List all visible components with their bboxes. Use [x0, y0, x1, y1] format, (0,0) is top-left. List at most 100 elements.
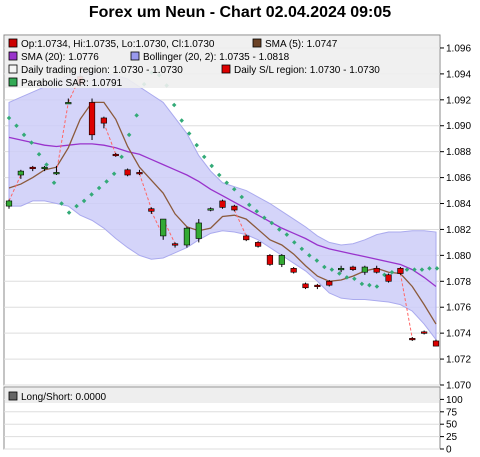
sar-dot	[277, 227, 282, 232]
legend-label: SMA (5): 1.0747	[265, 39, 338, 50]
sar-dot	[51, 180, 57, 186]
candle-body	[5, 200, 13, 207]
legend-label: Bollinger (20, 2): 1.0735 - 1.0818	[143, 52, 290, 63]
gap-connector	[162, 218, 176, 244]
legend-swatch	[8, 64, 18, 74]
y-tick-label: 1.088	[446, 147, 471, 158]
candle-body	[171, 243, 179, 246]
y-tick-label: 1.082	[446, 225, 471, 236]
candle-body	[183, 227, 191, 246]
sar-dot	[404, 267, 410, 272]
sar-dot	[29, 140, 34, 145]
sar-dot	[329, 267, 335, 272]
sar-dot	[314, 258, 320, 263]
sar-dot	[74, 203, 79, 209]
candle-body	[231, 205, 238, 211]
sub-y-tick-label: 25	[446, 432, 458, 443]
sar-dot	[44, 162, 49, 167]
sar-dot	[96, 185, 102, 191]
candle-body	[88, 102, 96, 136]
candle-body	[41, 166, 48, 170]
legend-swatch	[130, 51, 140, 61]
sub-y-tick-label: 0	[446, 445, 452, 456]
legend-label: Daily S/L region: 1.0730 - 1.0730	[234, 65, 380, 76]
sar-dot	[352, 276, 357, 281]
legend-label: Parabolic SAR: 1.0791	[21, 78, 123, 89]
candle-body	[326, 280, 333, 286]
y-tick-label: 1.072	[446, 355, 471, 366]
candle-body	[219, 200, 226, 208]
y-tick-label: 1.084	[446, 199, 471, 210]
gap-connector	[55, 102, 69, 173]
legend-swatch	[8, 38, 18, 48]
candle-body	[254, 242, 262, 247]
y-tick-label: 1.078	[446, 277, 471, 288]
sar-dot	[344, 275, 350, 280]
gap-connector	[138, 173, 152, 209]
sub-y-tick-label: 75	[446, 407, 458, 418]
sar-dot	[389, 269, 395, 275]
sar-dot	[111, 171, 117, 176]
candle-body	[266, 255, 274, 265]
candle-body	[243, 235, 250, 241]
legend: Op:1.0734, Hi:1.0735, Lo:1.0730, Cl:1.07…	[5, 36, 439, 89]
y-tick-label: 1.074	[446, 329, 471, 340]
candle-body	[29, 166, 36, 170]
legend-swatch	[252, 38, 262, 48]
candle-body	[53, 172, 60, 175]
sub-y-tick-label: 100	[446, 395, 463, 406]
candle-body	[409, 338, 416, 341]
sar-dot	[307, 253, 312, 258]
gap-connector	[399, 273, 413, 339]
candle-body	[112, 153, 119, 157]
sar-dot	[262, 215, 267, 221]
sar-dot	[292, 240, 297, 245]
sub-y-tick-label: 50	[446, 420, 458, 431]
sar-dot	[412, 267, 417, 272]
legend-background	[5, 36, 439, 88]
sar-dot	[179, 118, 184, 123]
sar-dot	[126, 132, 132, 138]
y-tick-label: 1.076	[446, 303, 471, 314]
candle-body	[278, 255, 285, 265]
sar-dot	[419, 267, 425, 272]
candle-body	[195, 222, 202, 239]
legend-swatch	[8, 51, 18, 61]
sar-dot	[119, 154, 124, 160]
candle-body	[136, 172, 143, 175]
legend-swatch	[8, 77, 18, 87]
candle-body	[17, 170, 24, 176]
sar-dot	[36, 151, 42, 157]
y-tick-label: 1.080	[446, 251, 471, 262]
sar-dot	[427, 266, 432, 271]
legend-swatch	[221, 64, 231, 74]
candle-body	[314, 284, 321, 287]
candle-body	[124, 169, 131, 176]
candle-body	[290, 268, 297, 273]
y-tick-label: 1.070	[446, 381, 471, 392]
y-tick-label: 1.092	[446, 95, 471, 106]
sar-dot	[367, 282, 372, 288]
sar-dot	[89, 192, 94, 197]
gap-connector	[103, 122, 117, 155]
candle-body	[338, 268, 345, 271]
sma20-line	[8, 136, 437, 287]
sar-dot	[434, 266, 440, 271]
candle-body	[397, 268, 404, 274]
candle-body	[160, 218, 167, 237]
sar-dot	[284, 232, 290, 237]
candle-body	[100, 117, 107, 124]
sar-dot	[66, 210, 72, 215]
legend-label: Op:1.0734, Hi:1.0735, Lo:1.0730, Cl:1.07…	[21, 39, 215, 50]
sar-dot	[359, 281, 365, 287]
sar-dot	[322, 264, 327, 270]
sar-dot	[299, 246, 305, 252]
candle-body	[421, 331, 428, 334]
candle-body	[373, 268, 380, 273]
sub-legend-label: Long/Short: 0.0000	[21, 392, 107, 403]
candle-body	[207, 208, 214, 211]
y-tick-label: 1.096	[446, 43, 471, 54]
candle-body	[65, 102, 72, 105]
